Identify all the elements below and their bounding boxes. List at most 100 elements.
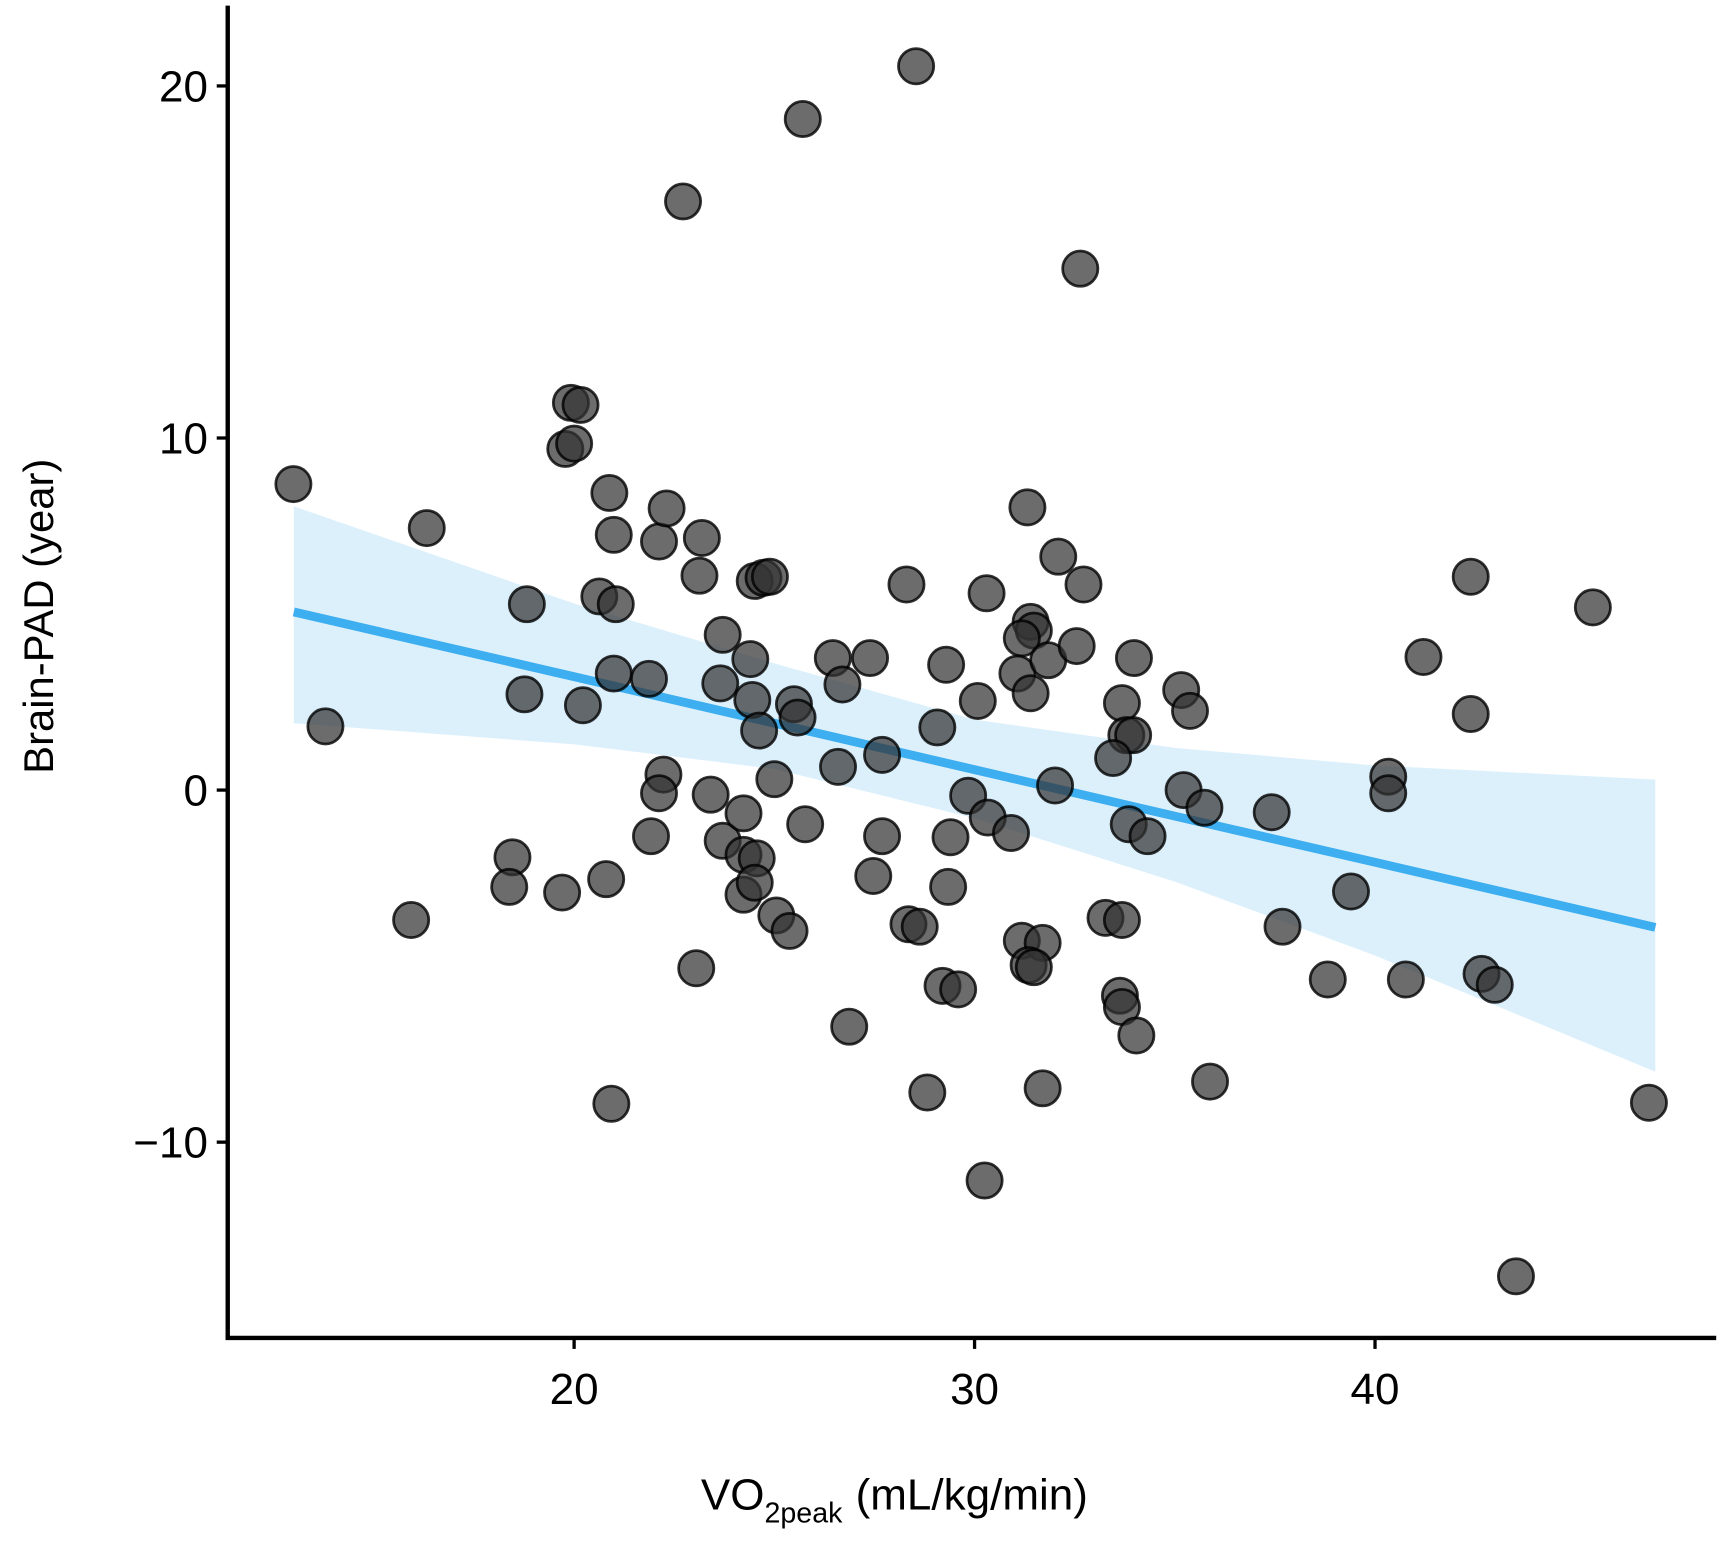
data-point: [1057, 627, 1096, 666]
data-point: [1185, 788, 1224, 827]
y-axis-label: Brain-PAD (year): [15, 459, 62, 774]
data-point: [786, 805, 825, 844]
data-point: [1573, 588, 1612, 627]
x-tick-label: 30: [950, 1365, 999, 1414]
x-label-subscript: 2peak: [765, 1498, 844, 1530]
data-point: [590, 473, 629, 512]
data-point: [1475, 965, 1514, 1004]
data-point: [1369, 774, 1408, 813]
data-point: [640, 774, 678, 813]
x-label-rest: (mL/kg/min): [856, 1471, 1088, 1520]
data-point: [1496, 1257, 1535, 1296]
data-point: [1061, 249, 1100, 288]
x-axis-label: VO2peak (mL/kg/min): [701, 1471, 1088, 1530]
data-point: [819, 747, 857, 786]
data-point: [733, 680, 772, 719]
data-point: [630, 659, 668, 698]
x-tick-label: 40: [1351, 1365, 1400, 1414]
data-point: [505, 675, 544, 714]
data-point: [887, 565, 926, 604]
data-point: [731, 640, 770, 679]
data-point: [931, 818, 970, 857]
data-point: [587, 860, 626, 899]
data-point: [1263, 907, 1302, 946]
data-point: [594, 654, 633, 693]
data-point: [1308, 960, 1347, 999]
data-point: [1114, 639, 1153, 678]
data-point: [783, 100, 822, 139]
data-point: [735, 863, 774, 902]
data-point: [555, 424, 594, 463]
data-point: [1102, 684, 1141, 723]
y-tick-label: 0: [183, 766, 207, 815]
data-point: [908, 1073, 947, 1112]
data-point: [592, 1084, 631, 1123]
data-point: [1128, 817, 1167, 856]
data-point: [682, 519, 721, 557]
data-point: [918, 708, 957, 747]
data-point: [1008, 488, 1047, 527]
data-point: [830, 1007, 869, 1046]
data-point: [1094, 739, 1133, 778]
data-point: [596, 585, 635, 624]
data-point: [632, 817, 670, 856]
data-point: [306, 707, 345, 746]
data-point: [1117, 1016, 1156, 1055]
data-point: [1036, 766, 1075, 805]
data-point: [507, 585, 546, 624]
data-point: [1023, 1069, 1062, 1108]
data-point: [750, 557, 789, 596]
data-point: [691, 775, 730, 814]
x-tick-label: 20: [550, 1365, 599, 1414]
data-point: [851, 639, 890, 678]
data-point: [701, 664, 740, 703]
data-point: [1252, 793, 1291, 832]
regression-line: [292, 607, 1657, 932]
data-point: [1404, 638, 1443, 676]
data-point: [561, 385, 600, 424]
data-point: [740, 711, 779, 750]
data-point: [1171, 691, 1209, 730]
data-point: [900, 907, 939, 946]
data-point: [407, 509, 446, 548]
data-point: [863, 817, 902, 856]
data-point: [680, 556, 719, 595]
data-point: [992, 814, 1030, 853]
data-point: [927, 645, 966, 684]
data-point: [563, 686, 602, 725]
x-label-main: VO: [701, 1471, 765, 1520]
data-point: [967, 574, 1006, 613]
data-point: [647, 489, 686, 528]
data-point: [1039, 537, 1078, 576]
data-point: [1629, 1083, 1668, 1122]
data-point: [1011, 674, 1050, 713]
data-point: [490, 867, 529, 906]
data-point: [770, 911, 809, 950]
y-tick-label: 20: [159, 62, 208, 111]
data-point: [724, 794, 763, 833]
data-point: [1451, 557, 1490, 596]
data-point: [897, 47, 936, 86]
data-point: [664, 182, 703, 221]
y-tick-label: 10: [159, 414, 208, 463]
data-point: [594, 515, 633, 554]
data-point: [1451, 695, 1490, 734]
data-point: [640, 522, 678, 561]
data-point: [543, 873, 582, 912]
data-point: [958, 682, 997, 720]
y-tick-label: −10: [133, 1119, 208, 1168]
data-point: [778, 698, 817, 737]
data-point: [1332, 872, 1370, 911]
data-point: [703, 615, 742, 654]
plot-area: −10 0 10 20 20 30 40: [133, 5, 1717, 1414]
data-point: [1014, 948, 1053, 987]
data-point: [1386, 960, 1425, 999]
data-point: [1191, 1062, 1230, 1101]
data-point: [392, 901, 431, 939]
data-point: [755, 760, 794, 799]
data-point: [274, 465, 313, 504]
data-point: [1064, 565, 1103, 604]
data-point: [677, 949, 716, 988]
